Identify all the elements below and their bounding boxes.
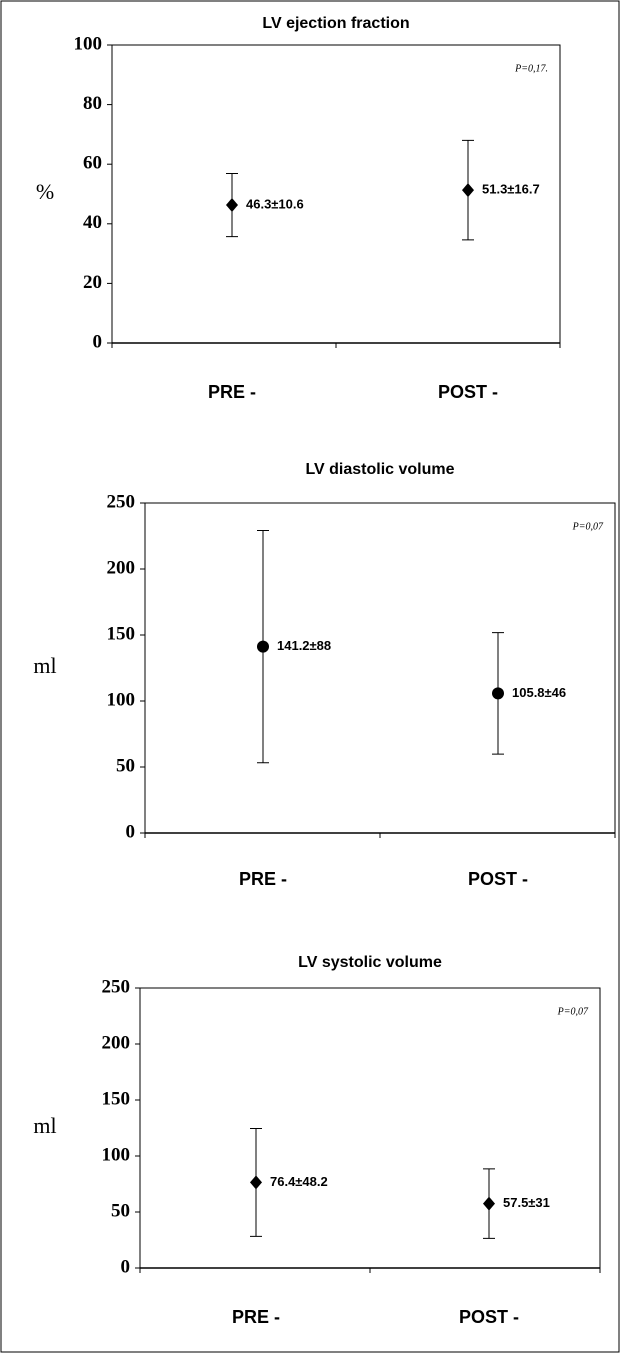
x-tick-label: PRE - — [208, 382, 256, 402]
y-tick-label: 150 — [102, 1088, 131, 1109]
marker — [462, 183, 474, 198]
y-tick-label: 200 — [102, 1032, 131, 1053]
value-label: 51.3±16.7 — [482, 182, 540, 197]
y-tick-label: 40 — [83, 212, 102, 233]
plot-frame — [139, 987, 601, 1269]
annotation: P=0,17. — [514, 63, 548, 74]
y-tick-label: 200 — [107, 557, 136, 578]
x-tick-label: POST - — [438, 382, 498, 402]
value-label: 105.8±46 — [512, 685, 566, 700]
chart-title: LV diastolic volume — [305, 461, 454, 478]
marker — [492, 687, 504, 700]
y-tick-label: 100 — [102, 1144, 131, 1165]
y-tick-label: 150 — [107, 623, 136, 644]
x-tick-label: POST - — [468, 869, 528, 889]
y-axis-label: ml — [33, 1113, 56, 1138]
marker — [250, 1175, 262, 1190]
annotation: P=0,07 — [557, 1006, 589, 1017]
x-tick-label: POST - — [459, 1307, 519, 1327]
chart-title: LV systolic volume — [298, 954, 442, 971]
plot-frame — [144, 502, 616, 834]
y-tick-label: 100 — [74, 33, 103, 54]
y-tick-label: 250 — [107, 491, 136, 512]
y-tick-label: 0 — [93, 331, 103, 352]
chart-title: LV ejection fraction — [262, 15, 409, 32]
value-label: 76.4±48.2 — [270, 1174, 328, 1189]
x-tick-label: PRE - — [232, 1307, 280, 1327]
y-tick-label: 250 — [102, 976, 131, 997]
y-tick-label: 0 — [121, 1256, 131, 1277]
marker — [483, 1196, 495, 1211]
marker — [257, 640, 269, 653]
y-tick-label: 60 — [83, 153, 102, 174]
annotation: P=0,07 — [572, 521, 604, 532]
y-tick-label: 50 — [116, 755, 135, 776]
value-label: 57.5±31 — [503, 1195, 550, 1210]
y-tick-label: 50 — [111, 1200, 130, 1221]
y-axis-label: ml — [33, 653, 56, 678]
y-tick-label: 100 — [107, 689, 136, 710]
y-tick-label: 80 — [83, 93, 102, 114]
y-tick-label: 0 — [126, 821, 136, 842]
y-tick-label: 20 — [83, 272, 102, 293]
y-axis-label: % — [36, 179, 54, 204]
value-label: 46.3±10.6 — [246, 196, 304, 211]
x-tick-label: PRE - — [239, 869, 287, 889]
value-label: 141.2±88 — [277, 638, 331, 653]
marker — [226, 198, 238, 213]
